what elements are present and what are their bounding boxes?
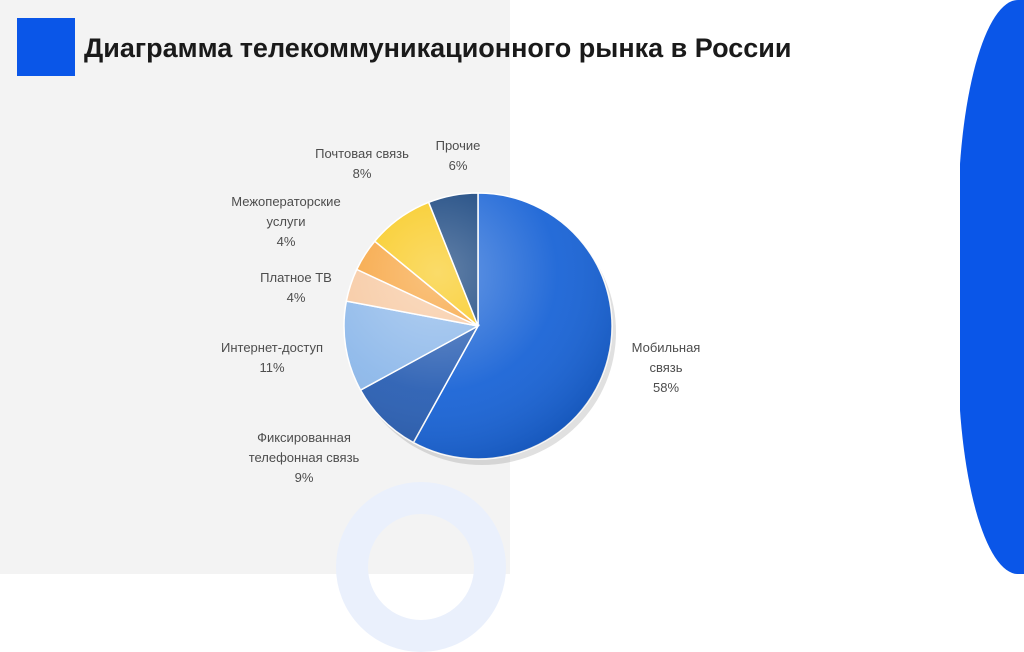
slice-value-interoperator: 4% (276, 234, 296, 249)
slice-label-mobile-line-1: Мобильная (631, 340, 701, 355)
slice-label-internet-line-1: Интернет-доступ (220, 340, 323, 355)
slice-label-other-line-1: Прочие (435, 138, 481, 153)
slice-label-interoperator-line-1: Межоператорские (231, 194, 341, 209)
slice-value-other: 6% (448, 158, 468, 173)
slice-value-postal: 8% (352, 166, 372, 181)
right-accent-bar (958, 0, 1024, 574)
slice-label-pay-tv-line-1: Платное ТВ (260, 270, 332, 285)
right-accent-bar-edge (948, 0, 960, 574)
slice-label-fixed-phone-line-1: Фиксированная (257, 430, 351, 445)
slice-label-internet: Интернет-доступ 11% (198, 338, 346, 378)
title-accent-square (17, 18, 75, 76)
slice-value-internet: 11% (259, 360, 285, 375)
slice-label-postal: Почтовая связь 8% (296, 144, 428, 184)
slice-label-fixed-phone-line-2: телефонная связь (248, 450, 360, 465)
slice-label-mobile-line-2: связь (649, 360, 683, 375)
slice-value-pay-tv: 4% (286, 290, 306, 305)
slice-label-interoperator-line-2: услуги (266, 214, 306, 229)
slice-label-postal-line-1: Почтовая связь (315, 146, 409, 161)
slice-value-fixed-phone: 9% (294, 470, 314, 485)
slice-label-fixed-phone: Фиксированная телефонная связь 9% (222, 428, 386, 488)
slice-value-mobile: 58% (652, 380, 680, 395)
slice-label-mobile: Мобильная связь 58% (596, 338, 736, 398)
slice-label-other: Прочие 6% (418, 136, 498, 176)
slice-label-interoperator: Межоператорские услуги 4% (210, 192, 362, 252)
pie-chart (343, 192, 616, 465)
slice-label-pay-tv: Платное ТВ 4% (236, 268, 356, 308)
page-title: Диаграмма телекоммуникационного рынка в … (84, 33, 792, 63)
